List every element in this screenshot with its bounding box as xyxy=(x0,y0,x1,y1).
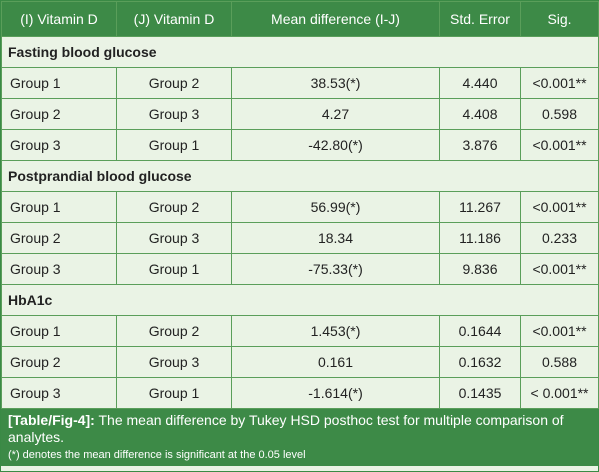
table-row: Group 3 Group 1 -75.33(*) 9.836 <0.001** xyxy=(1,253,599,285)
cell-std-error: 11.186 xyxy=(439,222,521,254)
cell-std-error: 4.440 xyxy=(439,67,521,99)
cell-std-error: 0.1632 xyxy=(439,346,521,378)
table-row: Group 1 Group 2 56.99(*) 11.267 <0.001** xyxy=(1,191,599,223)
cell-mean-diff: 0.161 xyxy=(231,346,440,378)
caption-main: [Table/Fig-4]: The mean difference by Tu… xyxy=(8,412,591,446)
cell-j: Group 3 xyxy=(116,222,232,254)
cell-std-error: 0.1435 xyxy=(439,377,521,409)
header-cell: Mean difference (I-J) xyxy=(231,1,440,37)
section-row: Postprandial blood glucose xyxy=(1,160,599,192)
header-cell: (I) Vitamin D xyxy=(1,1,117,37)
section-row: HbA1c xyxy=(1,284,599,316)
cell-j: Group 2 xyxy=(116,315,232,347)
cell-std-error: 9.836 xyxy=(439,253,521,285)
cell-i: Group 3 xyxy=(1,377,117,409)
cell-i: Group 1 xyxy=(1,67,117,99)
cell-i: Group 2 xyxy=(1,346,117,378)
table-row: Group 3 Group 1 -1.614(*) 0.1435 < 0.001… xyxy=(1,377,599,409)
cell-sig: 0.588 xyxy=(520,346,599,378)
cell-j: Group 1 xyxy=(116,129,232,161)
caption-note: (*) denotes the mean difference is signi… xyxy=(8,449,306,461)
table-row: Group 3 Group 1 -42.80(*) 3.876 <0.001** xyxy=(1,129,599,161)
cell-i: Group 2 xyxy=(1,222,117,254)
cell-sig: <0.001** xyxy=(520,253,599,285)
cell-j: Group 2 xyxy=(116,67,232,99)
cell-sig: <0.001** xyxy=(520,67,599,99)
cell-sig: <0.001** xyxy=(520,129,599,161)
caption-label: [Table/Fig-4]: xyxy=(8,412,95,428)
cell-mean-diff: 1.453(*) xyxy=(231,315,440,347)
cell-sig: < 0.001** xyxy=(520,377,599,409)
cell-std-error: 4.408 xyxy=(439,98,521,130)
table-caption: [Table/Fig-4]: The mean difference by Tu… xyxy=(1,409,598,466)
cell-mean-diff: 56.99(*) xyxy=(231,191,440,223)
cell-mean-diff: 4.27 xyxy=(231,98,440,130)
table-row: Group 1 Group 2 1.453(*) 0.1644 <0.001** xyxy=(1,315,599,347)
cell-std-error: 3.876 xyxy=(439,129,521,161)
cell-i: Group 3 xyxy=(1,253,117,285)
cell-j: Group 3 xyxy=(116,98,232,130)
cell-sig: 0.598 xyxy=(520,98,599,130)
cell-std-error: 11.267 xyxy=(439,191,521,223)
header-cell: Std. Error xyxy=(439,1,521,37)
cell-j: Group 3 xyxy=(116,346,232,378)
header-cell: Sig. xyxy=(520,1,599,37)
header-row: (I) Vitamin D (J) Vitamin D Mean differe… xyxy=(1,1,599,37)
section-row: Fasting blood glucose xyxy=(1,36,599,68)
cell-i: Group 1 xyxy=(1,191,117,223)
cell-sig: 0.233 xyxy=(520,222,599,254)
caption-text: The mean difference by Tukey HSD posthoc… xyxy=(8,412,564,445)
cell-i: Group 1 xyxy=(1,315,117,347)
cell-mean-diff: -1.614(*) xyxy=(231,377,440,409)
cell-i: Group 3 xyxy=(1,129,117,161)
cell-mean-diff: -75.33(*) xyxy=(231,253,440,285)
cell-i: Group 2 xyxy=(1,98,117,130)
cell-std-error: 0.1644 xyxy=(439,315,521,347)
cell-j: Group 2 xyxy=(116,191,232,223)
table-row: Group 2 Group 3 0.161 0.1632 0.588 xyxy=(1,346,599,378)
section-title: Postprandial blood glucose xyxy=(1,160,599,192)
cell-mean-diff: 38.53(*) xyxy=(231,67,440,99)
cell-sig: <0.001** xyxy=(520,315,599,347)
cell-mean-diff: 18.34 xyxy=(231,222,440,254)
results-table: (I) Vitamin D (J) Vitamin D Mean differe… xyxy=(1,1,599,409)
table-row: Group 2 Group 3 18.34 11.186 0.233 xyxy=(1,222,599,254)
table-row: Group 1 Group 2 38.53(*) 4.440 <0.001** xyxy=(1,67,599,99)
cell-j: Group 1 xyxy=(116,253,232,285)
cell-sig: <0.001** xyxy=(520,191,599,223)
cell-mean-diff: -42.80(*) xyxy=(231,129,440,161)
header-cell: (J) Vitamin D xyxy=(116,1,232,37)
section-title: Fasting blood glucose xyxy=(1,36,599,68)
section-title: HbA1c xyxy=(1,284,599,316)
cell-j: Group 1 xyxy=(116,377,232,409)
table-row: Group 2 Group 3 4.27 4.408 0.598 xyxy=(1,98,599,130)
